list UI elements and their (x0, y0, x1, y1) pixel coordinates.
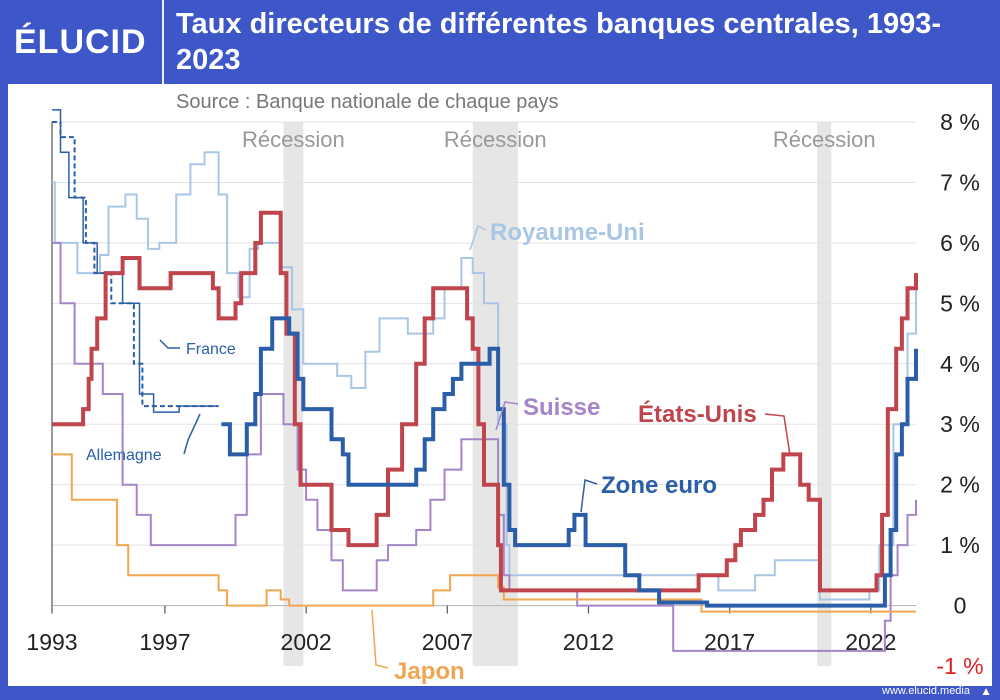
y-tick-label-1: 7 % (940, 169, 980, 195)
series-label-etats-unis: États-Unis (638, 400, 757, 428)
y-tick-label-4: 4 % (940, 351, 980, 377)
leader-line-japon (371, 609, 389, 669)
y-tick-label-8: 0 (954, 593, 967, 619)
chart-title: Taux directeurs de différentes banques c… (176, 8, 942, 76)
y-tick-label-6: 2 % (940, 472, 980, 498)
y-tick-label-3: 5 % (940, 290, 980, 316)
leader-line-zone-euro (580, 478, 598, 513)
y-tick-label-0: 8 % (940, 109, 980, 135)
series-line-etats-unis (52, 210, 918, 593)
y-tick-label-9: -1 % (936, 653, 983, 679)
y-tick-label-2: 6 % (940, 230, 980, 256)
leader-line-allemagne (183, 413, 201, 455)
logo: ÉLUCID (14, 23, 147, 61)
logo-divider (162, 0, 164, 84)
source-note: Source : Banque nationale de chaque pays (176, 91, 559, 113)
series-label-zone-euro: Zone euro (601, 472, 717, 499)
x-tick-label-3: 2007 (422, 629, 473, 655)
leader-line-etats-unis (764, 413, 791, 456)
recession-label-0: Récession (242, 127, 345, 152)
series-line-zone-euro (221, 316, 918, 608)
series-label-suisse: Suisse (523, 394, 600, 421)
leader-line-suisse (495, 401, 519, 431)
series-label-royaume-uni: Royaume-Uni (490, 219, 645, 246)
header: ÉLUCID Taux directeurs de différentes ba… (0, 0, 1000, 84)
series-line-royaume-uni (52, 151, 917, 601)
x-tick-label-1: 1997 (139, 629, 190, 655)
leader-line-royaume-uni (469, 224, 487, 251)
x-tick-label-2: 2002 (281, 629, 332, 655)
x-tick-label-0: 1993 (26, 629, 77, 655)
leader-line-france (159, 339, 180, 349)
series-label-allemagne: Allemagne (86, 447, 162, 464)
y-tick-label-7: 1 % (940, 532, 980, 558)
series-label-france: France (186, 341, 236, 358)
y-tick-label-5: 3 % (940, 411, 980, 437)
elucid-mark-icon: ▲ (980, 684, 992, 698)
recession-label-2: Récession (773, 127, 876, 152)
recession-label-1: Récession (444, 127, 547, 152)
x-tick-label-4: 2012 (563, 629, 614, 655)
series-line-suisse (52, 241, 917, 652)
series-label-japon: Japon (394, 658, 465, 685)
footer-url[interactable]: www.elucid.media (881, 685, 970, 697)
series-line-allemagne (52, 121, 219, 408)
